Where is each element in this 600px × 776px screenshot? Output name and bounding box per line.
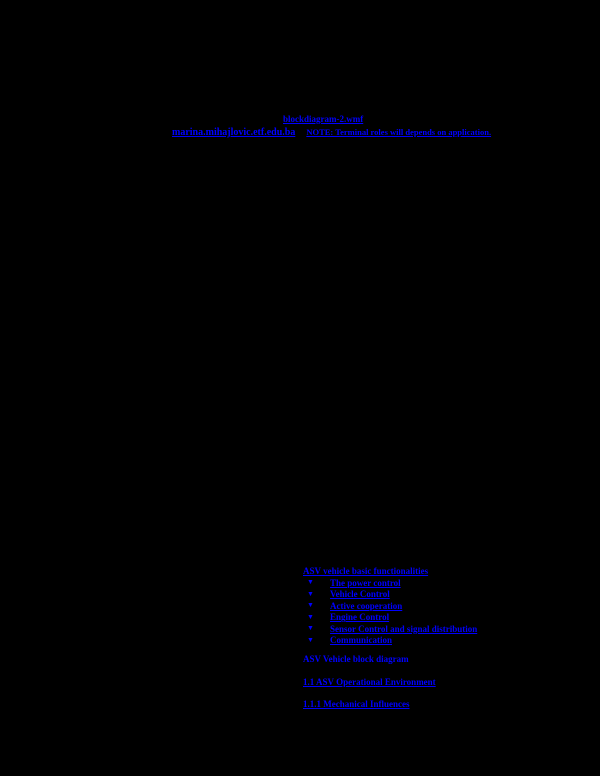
triangle-bullet-icon: ▼ xyxy=(307,578,314,587)
outline-heading-functionalities[interactable]: ASV vehicle basic functionalities xyxy=(303,566,429,576)
triangle-bullet-icon: ▼ xyxy=(307,601,314,610)
list-item: ▼ Engine Control xyxy=(303,612,477,624)
author-email-link[interactable]: marina.mihajlovic.etf.edu.ba xyxy=(172,127,296,138)
list-item: ▼ Vehicle Control xyxy=(303,589,477,601)
outline-heading-section-1-1[interactable]: 1.1 ASV Operational Environment xyxy=(303,677,436,687)
byline-row: marina.mihajlovic.etf.edu.ba NOTE: Termi… xyxy=(172,127,491,138)
note-link[interactable]: NOTE: Terminal roles will depends on app… xyxy=(306,127,492,137)
list-item: ▼ Active cooperation xyxy=(303,600,477,612)
triangle-bullet-icon: ▼ xyxy=(307,635,314,644)
list-item: ▼ Communication xyxy=(303,635,477,647)
outline-heading-subsection-1-1-1[interactable]: 1.1.1 Mechanical Influences xyxy=(303,699,410,709)
outline-heading-block-diagram[interactable]: ASV Vehicle block diagram xyxy=(303,654,409,664)
functionalities-list: ▼ The power control ▼ Vehicle Control ▼ … xyxy=(303,577,477,646)
figure-file-link[interactable]: blockdiagram-2.wmf xyxy=(283,114,364,124)
list-item-link[interactable]: Engine Control xyxy=(330,612,390,623)
triangle-bullet-icon: ▼ xyxy=(307,589,314,598)
list-item-link[interactable]: Vehicle Control xyxy=(330,589,390,600)
list-item-link[interactable]: The power control xyxy=(330,577,401,588)
triangle-bullet-icon: ▼ xyxy=(307,612,314,621)
triangle-bullet-icon: ▼ xyxy=(307,624,314,633)
list-item: ▼ The power control xyxy=(303,577,477,589)
list-item-link[interactable]: Active cooperation xyxy=(330,600,403,611)
list-item: ▼ Sensor Control and signal distribution xyxy=(303,623,477,635)
list-item-link[interactable]: Communication xyxy=(330,635,393,646)
list-item-link[interactable]: Sensor Control and signal distribution xyxy=(330,623,478,634)
